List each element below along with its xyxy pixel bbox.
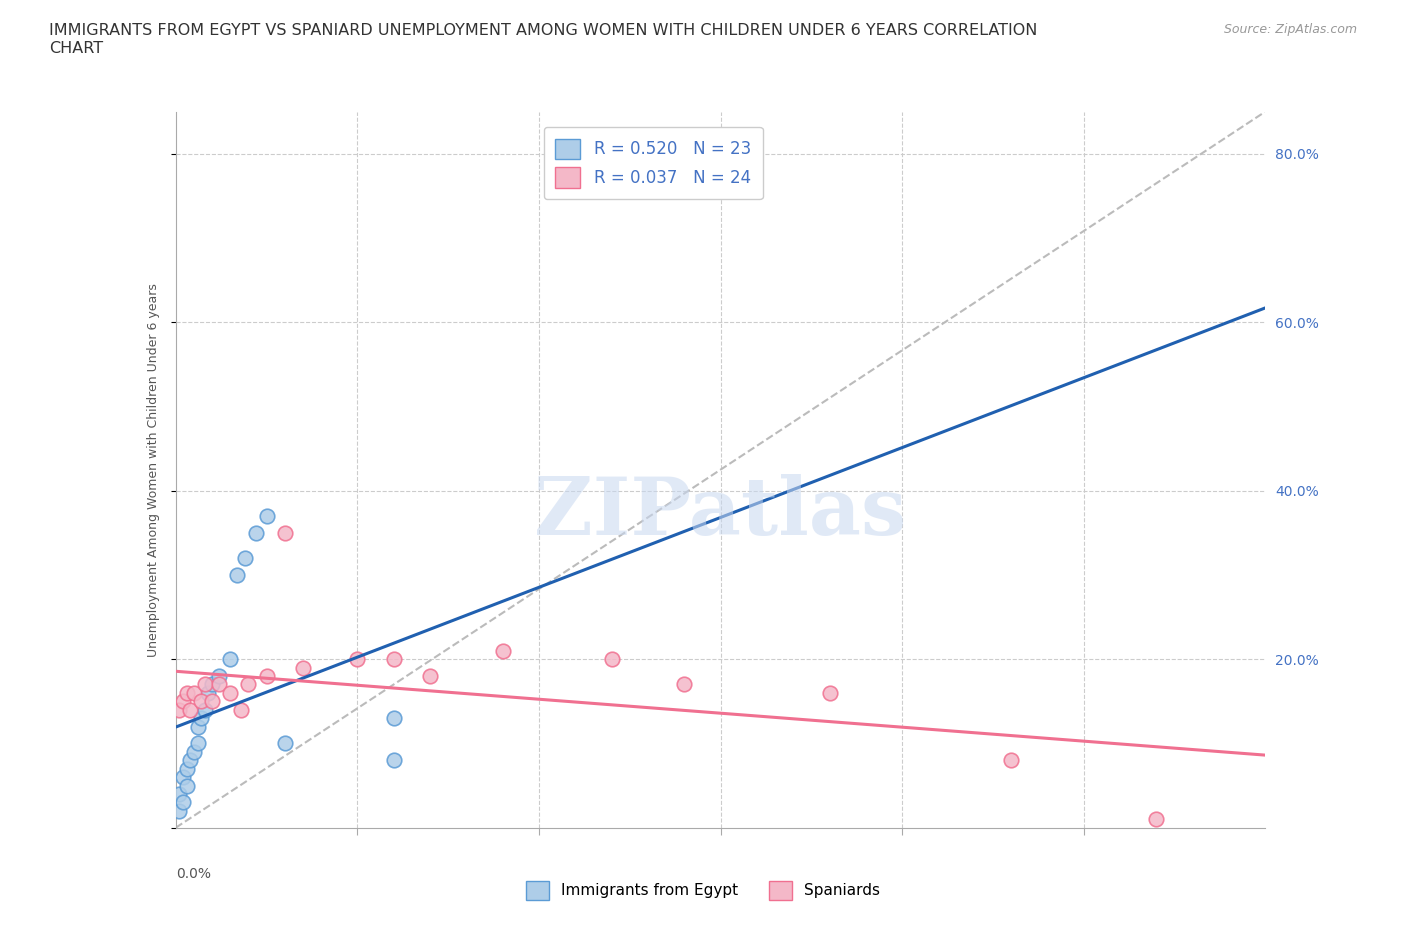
Point [172,795,194,810]
Point [172,770,194,785]
Point [179,753,201,768]
Point [382,753,405,768]
Point [201,694,224,709]
Point [245,525,267,540]
Point [176,685,198,700]
Y-axis label: Unemployment Among Women with Children Under 6 years: Unemployment Among Women with Children U… [146,283,160,657]
Point [183,744,205,759]
Point [176,778,198,793]
Point [186,736,209,751]
Point [219,652,242,667]
Point [226,567,249,582]
Point [274,525,297,540]
Legend: Immigrants from Egypt, Spaniards: Immigrants from Egypt, Spaniards [520,875,886,906]
Text: IMMIGRANTS FROM EGYPT VS SPANIARD UNEMPLOYMENT AMONG WOMEN WITH CHILDREN UNDER 6: IMMIGRANTS FROM EGYPT VS SPANIARD UNEMPL… [49,23,1038,56]
Point [238,677,260,692]
Point [208,669,231,684]
Point [673,677,696,692]
Legend: R = 0.520   N = 23, R = 0.037   N = 24: R = 0.520 N = 23, R = 0.037 N = 24 [544,127,762,199]
Point [219,685,242,700]
Point [492,644,515,658]
Point [231,702,253,717]
Point [346,652,368,667]
Point [419,669,441,684]
Point [179,702,201,717]
Text: 0.0%: 0.0% [176,867,211,881]
Point [382,652,405,667]
Text: ZIPatlas: ZIPatlas [534,473,907,551]
Point [818,685,841,700]
Point [201,677,224,692]
Point [382,711,405,725]
Point [197,685,219,700]
Point [1146,812,1168,827]
Point [256,509,278,524]
Point [176,762,198,777]
Point [172,694,194,709]
Point [274,736,297,751]
Point [291,660,314,675]
Point [194,677,217,692]
Point [190,694,212,709]
Point [169,702,191,717]
Text: Source: ZipAtlas.com: Source: ZipAtlas.com [1223,23,1357,36]
Point [183,685,205,700]
Point [186,719,209,734]
Point [1000,753,1022,768]
Point [194,702,217,717]
Point [169,787,191,802]
Point [208,677,231,692]
Point [190,711,212,725]
Point [600,652,623,667]
Point [233,551,256,565]
Point [169,804,191,818]
Point [256,669,278,684]
